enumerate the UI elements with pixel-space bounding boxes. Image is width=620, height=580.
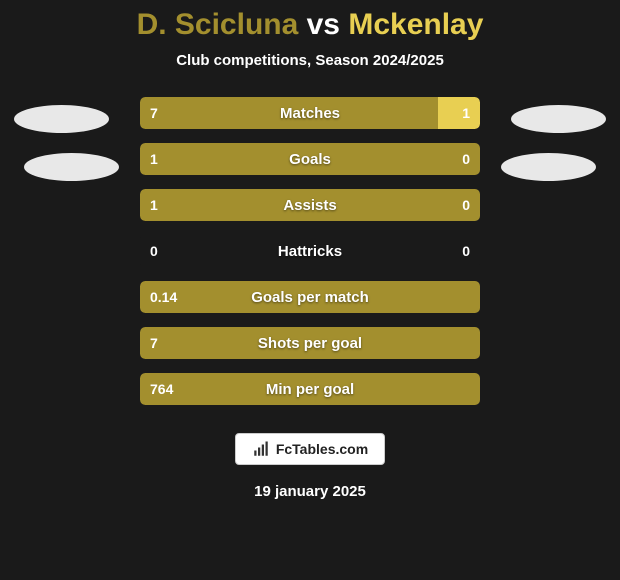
player2-avatar-placeholder-2 bbox=[501, 153, 596, 181]
player2-value: 0 bbox=[462, 235, 470, 267]
chart-area: Matches71Goals10Assists10Hattricks00Goal… bbox=[0, 97, 620, 405]
player2-value: 1 bbox=[462, 97, 470, 129]
player1-value: 0 bbox=[150, 235, 158, 267]
stat-label: Min per goal bbox=[140, 373, 480, 405]
player2-value: 0 bbox=[462, 143, 470, 175]
stat-label: Matches bbox=[140, 97, 480, 129]
player1-avatar-placeholder-1 bbox=[14, 105, 109, 133]
stat-row: Hattricks0 0 bbox=[140, 235, 480, 267]
chart-icon bbox=[252, 440, 270, 458]
player1-name: D. Scicluna bbox=[137, 8, 299, 41]
player1-value: 764 bbox=[150, 373, 173, 405]
stat-row: Assists1 0 bbox=[140, 189, 480, 221]
player2-avatar-placeholder-1 bbox=[511, 105, 606, 133]
stat-label: Assists bbox=[140, 189, 480, 221]
stat-label: Hattricks bbox=[140, 235, 480, 267]
player1-value: 7 bbox=[150, 327, 158, 359]
footer-date: 19 january 2025 bbox=[254, 483, 366, 500]
stat-label: Goals per match bbox=[140, 281, 480, 313]
stat-label: Goals bbox=[140, 143, 480, 175]
stat-row: Matches7 1 bbox=[140, 97, 480, 129]
player1-avatar-placeholder-2 bbox=[24, 153, 119, 181]
page-title: D. Scicluna vs Mckenlay bbox=[137, 8, 484, 42]
player1-value: 0.14 bbox=[150, 281, 177, 313]
comparison-bars: Matches71Goals10Assists10Hattricks00Goal… bbox=[140, 97, 480, 405]
player2-name: Mckenlay bbox=[348, 8, 483, 41]
comparison-infographic: D. Scicluna vs Mckenlay Club competition… bbox=[0, 0, 620, 580]
footer-logo-text: FcTables.com bbox=[276, 441, 368, 457]
player1-value: 1 bbox=[150, 143, 158, 175]
stat-row: Min per goal764 bbox=[140, 373, 480, 405]
subtitle: Club competitions, Season 2024/2025 bbox=[176, 52, 444, 69]
vs-separator: vs bbox=[307, 8, 340, 41]
player2-value: 0 bbox=[462, 189, 470, 221]
player1-value: 7 bbox=[150, 97, 158, 129]
stat-label: Shots per goal bbox=[140, 327, 480, 359]
stat-row: Shots per goal7 bbox=[140, 327, 480, 359]
stat-row: Goals per match0.14 bbox=[140, 281, 480, 313]
player1-value: 1 bbox=[150, 189, 158, 221]
footer-logo: FcTables.com bbox=[235, 433, 385, 465]
stat-row: Goals1 0 bbox=[140, 143, 480, 175]
